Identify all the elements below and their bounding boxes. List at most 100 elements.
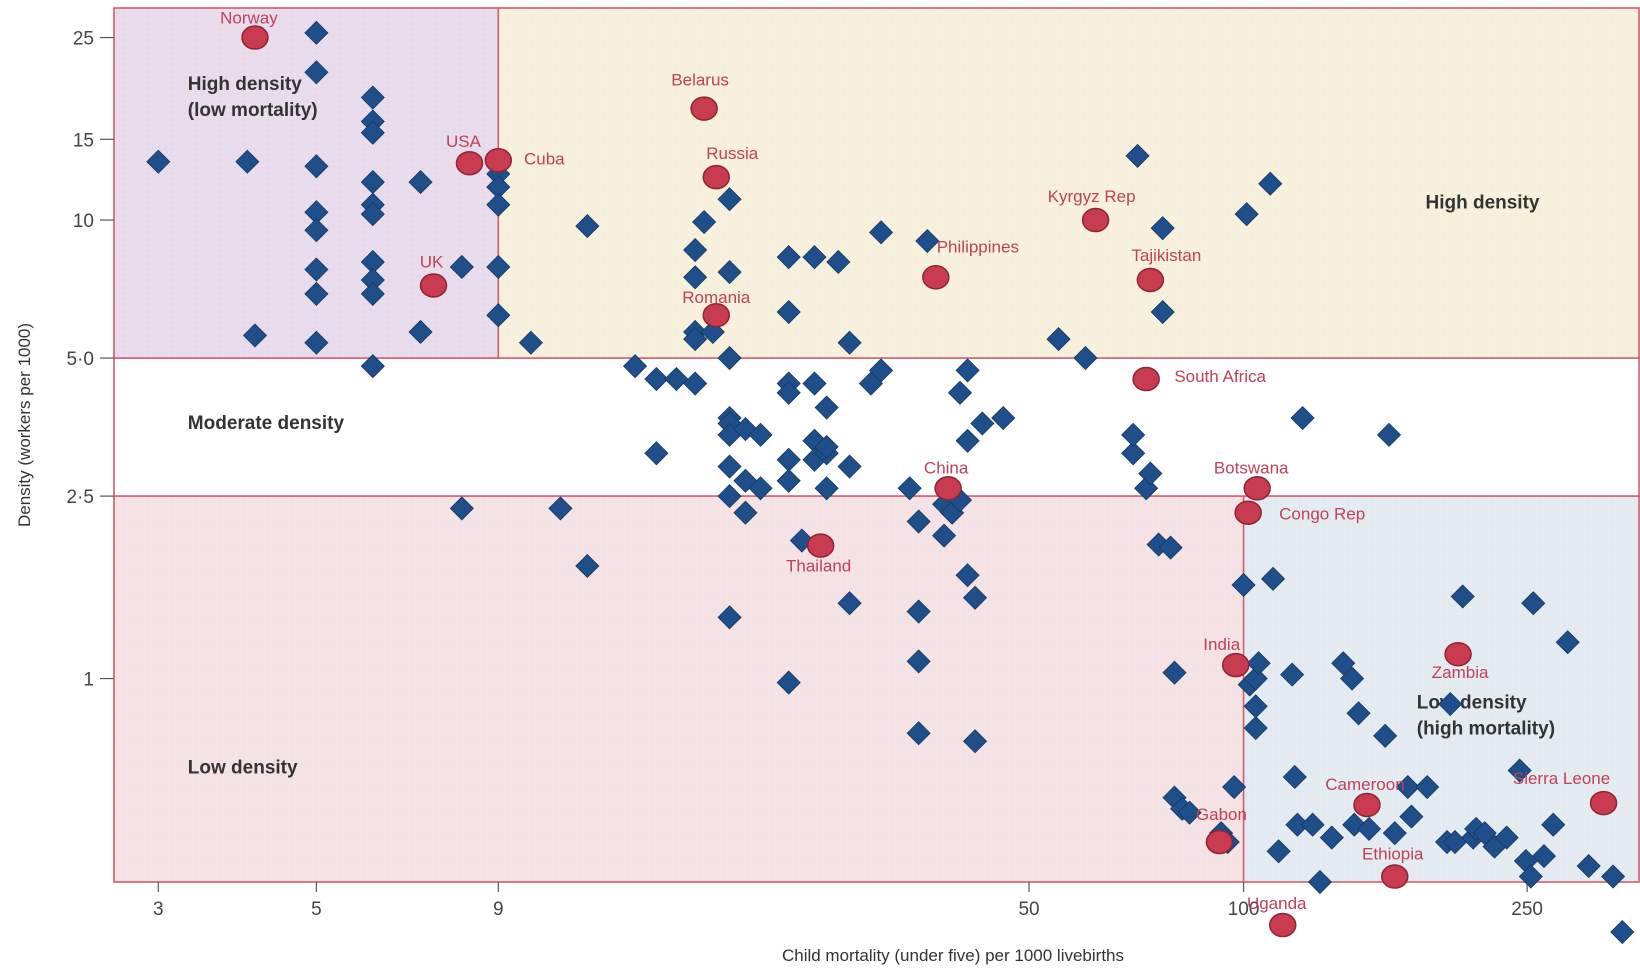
country-point (360, 85, 385, 110)
country-point (1346, 701, 1371, 726)
country-point (622, 354, 648, 379)
country-point (304, 218, 329, 243)
country-label: Norway (220, 9, 278, 28)
country-point (1376, 422, 1402, 447)
country-point (1576, 853, 1601, 879)
country-point (1494, 825, 1519, 850)
country-point (1541, 812, 1566, 837)
highlighted-point (419, 273, 448, 298)
country-point (304, 20, 329, 45)
country-point (360, 120, 385, 145)
country-point (915, 228, 940, 254)
y-tick-label: 25 (73, 29, 94, 50)
country-point (1046, 327, 1071, 352)
region-label: Low density (1417, 693, 1527, 714)
country-point (1319, 825, 1344, 850)
country-point (1610, 919, 1635, 945)
country-point (575, 214, 600, 239)
country-label: USA (446, 132, 482, 151)
country-point (748, 422, 773, 447)
country-point (963, 585, 988, 610)
country-point (1331, 651, 1356, 676)
highlighted-point (1234, 500, 1262, 525)
y-tick-label: 2·5 (67, 487, 94, 508)
country-label: UK (420, 252, 444, 271)
country-point (1234, 202, 1259, 227)
axes: Child mortality (under five) per 1000 li… (15, 29, 1543, 965)
country-point (1121, 422, 1146, 447)
country-point (906, 599, 931, 624)
country-point (449, 496, 474, 521)
country-point (1438, 691, 1463, 717)
y-tick-label: 15 (73, 130, 94, 151)
highlighted-point (922, 265, 950, 290)
country-label: Gabon (1196, 805, 1247, 824)
country-point (947, 380, 973, 405)
highlighted-point (690, 96, 718, 121)
country-point (304, 257, 329, 282)
country-point (748, 476, 773, 501)
highlighted-point (1589, 790, 1618, 816)
country-label: Russia (706, 144, 759, 163)
country-point (1177, 800, 1202, 825)
country-point (1222, 774, 1247, 800)
country-point (776, 299, 801, 325)
country-point (360, 281, 385, 306)
region-label: (low mortality) (188, 100, 318, 121)
country-label: Cuba (524, 149, 565, 168)
country-point (717, 187, 742, 212)
country-point (360, 354, 385, 379)
density-regions (114, 8, 1640, 882)
country-label: Belarus (671, 71, 729, 90)
country-point (869, 220, 894, 245)
country-point (1373, 723, 1398, 748)
country-point (1138, 461, 1163, 486)
x-axis-title: Child mortality (under five) per 1000 li… (782, 946, 1124, 965)
country-point (692, 209, 717, 235)
region-labels: High density (low mortality) High density M… (188, 74, 1555, 779)
country-label: Zambia (1432, 663, 1489, 682)
x-tick-label: 9 (493, 899, 504, 920)
country-point (717, 454, 742, 479)
country-point (733, 500, 758, 525)
highlighted-point (1353, 792, 1381, 818)
country-point (683, 327, 708, 352)
highlighted-point (1381, 864, 1409, 889)
region-label: (high mortality) (1417, 719, 1555, 740)
country-point (1231, 572, 1256, 598)
country-point (644, 441, 669, 466)
country-point (1518, 864, 1543, 889)
country-point (802, 371, 827, 396)
highlighted-point (934, 476, 962, 501)
country-label: Kyrgyz Rep (1048, 187, 1136, 206)
country-point (683, 237, 708, 263)
country-point (897, 476, 922, 501)
country-point (644, 366, 669, 392)
country-point (408, 319, 433, 345)
region-label: High density (1425, 192, 1539, 213)
country-point (486, 254, 511, 280)
country-label: Sierra Leone (1513, 769, 1610, 788)
country-point (683, 371, 708, 396)
country-point (1121, 441, 1146, 466)
country-point (1382, 821, 1407, 846)
country-label: Botswana (1214, 458, 1289, 477)
region-label: Moderate density (188, 413, 345, 434)
country-point (955, 563, 980, 588)
country-point (955, 428, 980, 453)
y-axis-title: Density (workers per 1000) (15, 323, 34, 527)
highlighted-point (1136, 267, 1165, 293)
country-point (1282, 764, 1307, 790)
country-point (1450, 584, 1475, 609)
country-point (717, 345, 742, 371)
country-label: Congo Rep (1279, 505, 1365, 524)
country-label: Tajikistan (1131, 246, 1201, 265)
highlighted-point (702, 302, 731, 328)
highlighted-point (241, 25, 269, 50)
country-point (906, 649, 931, 674)
country-label: Cameroon (1325, 775, 1404, 794)
country-point (717, 605, 742, 630)
country-point (814, 434, 839, 459)
country-point (1266, 839, 1291, 864)
